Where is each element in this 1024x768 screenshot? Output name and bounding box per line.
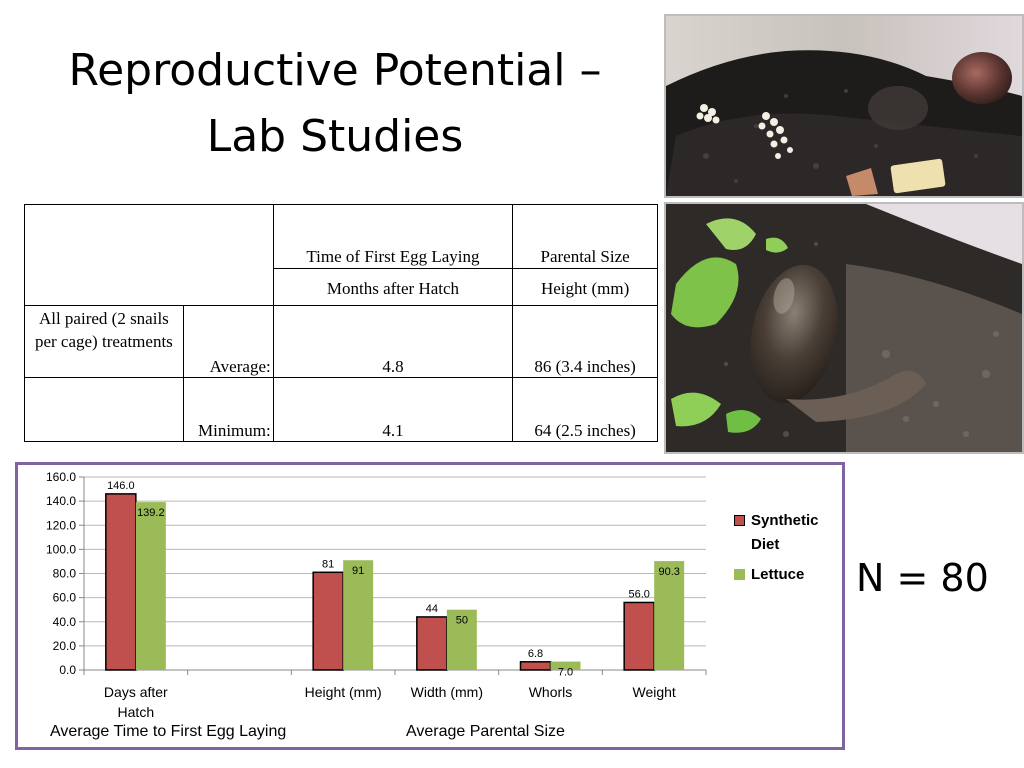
slide-title: Reproductive Potential – Lab Studies <box>20 38 650 170</box>
snail-lettuce-image <box>666 204 1022 452</box>
bar-synthetic-diet <box>519 661 552 671</box>
data-label: 90.3 <box>658 566 679 578</box>
data-label: 6.8 <box>528 648 543 660</box>
data-label: 56.0 <box>628 588 649 600</box>
row-label: Average: <box>182 305 274 378</box>
table-subheader-row: Months after Hatch Height (mm) <box>25 268 658 306</box>
category-label: Width (mm) <box>411 684 483 700</box>
category-label: Whorls <box>529 684 573 700</box>
y-tick-label: 160.0 <box>46 470 76 484</box>
legend-swatch-synthetic <box>734 515 745 526</box>
bar-synthetic-diet <box>416 616 448 671</box>
bar-lettuce <box>135 502 166 670</box>
category-label: Days after <box>104 684 168 700</box>
y-tick-label: 20.0 <box>53 639 77 653</box>
data-label: 50 <box>456 615 468 627</box>
results-table: Time of First Egg Laying Parental Size M… <box>24 204 658 442</box>
title-line-1: Reproductive Potential – <box>68 45 602 96</box>
table-corner-cell <box>24 204 274 306</box>
bar-chart: 0.0 20.0 40.0 60.0 80.0 100.0 120.0 140.0 160.0 D… <box>46 470 707 720</box>
table-row: Minimum: 4.1 64 (2.5 inches) <box>24 377 658 442</box>
y-tick-label: 40.0 <box>53 615 77 629</box>
y-tick-label: 100.0 <box>46 542 76 556</box>
bar-lettuce <box>550 661 581 670</box>
y-tick-label: 80.0 <box>53 567 77 581</box>
row-group-label: All paired (2 snails per cage) treatment… <box>24 305 184 378</box>
legend-swatch-lettuce <box>734 569 745 580</box>
subheader-size: Height (mm) <box>512 268 658 306</box>
header-size: Parental Size <box>512 204 658 269</box>
group-title-parental-size: Average Parental Size <box>406 723 565 740</box>
header-time: Time of First Egg Laying <box>272 204 514 269</box>
row-size: 86 (3.4 inches) <box>512 305 658 378</box>
row-time: 4.1 <box>272 377 514 442</box>
labels: 0.0 20.0 40.0 60.0 80.0 100.0 120.0 140.0 160.0 D… <box>46 470 680 720</box>
snail-eggs-photo <box>664 14 1024 198</box>
data-label: 44 <box>426 603 438 615</box>
y-tick-label: 60.0 <box>53 591 77 605</box>
data-label: 91 <box>352 565 364 577</box>
row-group-label <box>24 377 184 442</box>
row-time: 4.8 <box>272 305 514 378</box>
bar-synthetic-diet <box>623 601 655 671</box>
data-label: 146.0 <box>107 480 135 492</box>
legend-item: Synthetic Diet <box>734 509 839 557</box>
chart-container: 0.0 20.0 40.0 60.0 80.0 100.0 120.0 140.0 160.0 D… <box>15 462 845 750</box>
group-title-egg-laying: Average Time to First Egg Laying <box>50 723 287 740</box>
bars <box>105 493 685 671</box>
category-label: Hatch <box>118 704 155 720</box>
subheader-time: Months after Hatch <box>272 268 514 306</box>
legend-label: Lettuce <box>751 566 805 583</box>
table-header-row: Time of First Egg Laying Parental Size <box>24 204 658 306</box>
bar-lettuce <box>446 609 477 670</box>
row-size: 64 (2.5 inches) <box>512 377 658 442</box>
data-label: 81 <box>322 558 334 570</box>
bar-synthetic-diet <box>312 571 344 671</box>
y-tick-label: 120.0 <box>46 518 76 532</box>
legend-label: Synthetic Diet <box>751 512 819 553</box>
axes <box>79 476 707 675</box>
snail-lettuce-photo <box>664 202 1024 454</box>
snail-eggs-image <box>666 16 1022 196</box>
gridlines <box>84 476 706 671</box>
chart-legend: Synthetic Diet Lettuce <box>734 509 839 593</box>
bar-lettuce <box>343 560 374 670</box>
y-tick-label: 140.0 <box>46 494 76 508</box>
table-row: All paired (2 snails per cage) treatment… <box>24 305 658 378</box>
legend-item: Lettuce <box>734 563 839 587</box>
row-label: Minimum: <box>182 377 274 442</box>
data-label: 7.0 <box>558 667 573 679</box>
bar-lettuce <box>654 561 685 670</box>
category-label: Height (mm) <box>305 684 382 700</box>
y-tick-label: 0.0 <box>59 663 76 677</box>
bar-synthetic-diet <box>105 493 137 671</box>
title-line-2: Lab Studies <box>206 111 464 162</box>
data-label: 139.2 <box>137 507 165 519</box>
sample-size-label: N = 80 <box>856 556 989 600</box>
category-label: Weight <box>633 684 676 700</box>
